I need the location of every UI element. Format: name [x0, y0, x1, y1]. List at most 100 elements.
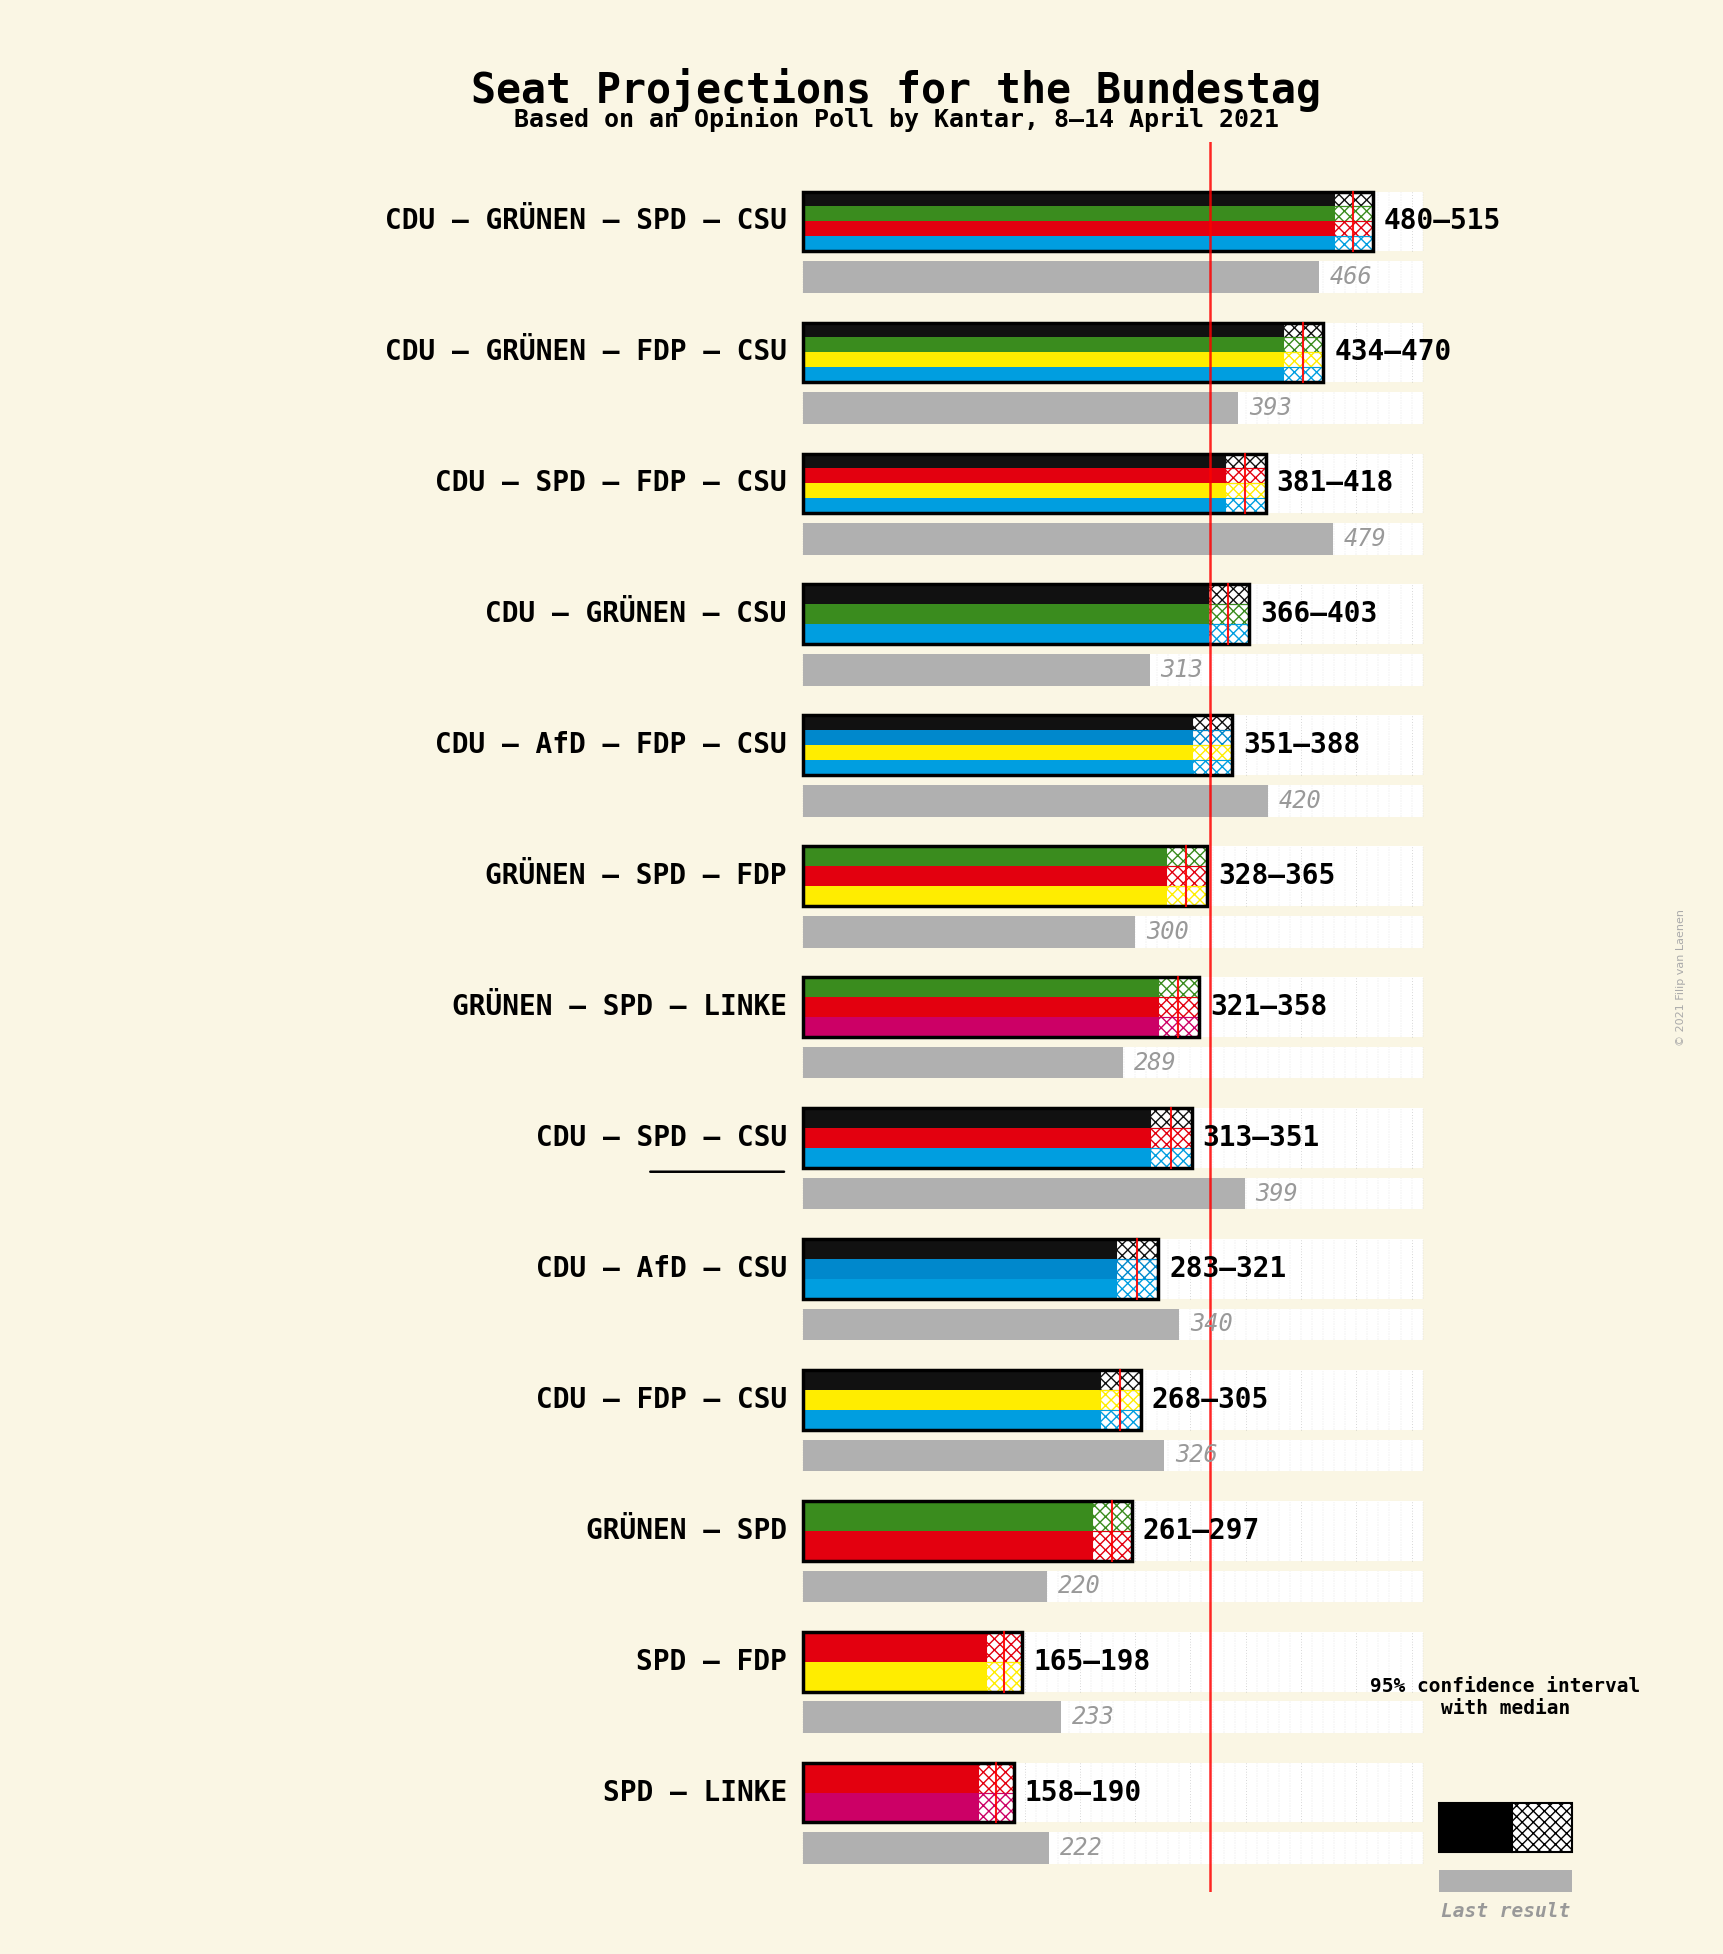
Bar: [986, 1661, 1022, 1692]
Bar: [1091, 1530, 1132, 1561]
Bar: [803, 1409, 1099, 1430]
Bar: [1158, 997, 1199, 1016]
Bar: [803, 236, 1334, 252]
Bar: [803, 1632, 986, 1661]
Text: 399: 399: [1254, 1182, 1297, 1206]
Bar: [1223, 483, 1265, 498]
Bar: [803, 1178, 1421, 1210]
Bar: [1282, 338, 1322, 352]
Bar: [803, 524, 1421, 555]
Bar: [1099, 1370, 1141, 1389]
Bar: [1191, 760, 1232, 776]
Bar: [1165, 846, 1206, 866]
Bar: [803, 1632, 1022, 1692]
Bar: [1282, 352, 1322, 367]
Bar: [1099, 1370, 1141, 1389]
Bar: [803, 846, 1421, 907]
Bar: [803, 1047, 1421, 1079]
Bar: [803, 453, 1421, 514]
Text: 222: 222: [1060, 1837, 1103, 1860]
Bar: [1149, 1147, 1191, 1168]
Bar: [1158, 1016, 1199, 1038]
Text: SPD – LINKE: SPD – LINKE: [603, 1778, 786, 1807]
Bar: [1117, 1258, 1158, 1278]
Bar: [1158, 977, 1199, 997]
Text: 420: 420: [1278, 789, 1322, 813]
Bar: [977, 1792, 1013, 1823]
Bar: [803, 1501, 1091, 1530]
Bar: [803, 191, 1421, 252]
Bar: [1223, 498, 1265, 514]
Bar: [1191, 744, 1232, 760]
Bar: [1149, 1108, 1191, 1127]
Bar: [803, 977, 1158, 997]
Bar: [1091, 1501, 1132, 1530]
Bar: [803, 393, 1421, 424]
Bar: [1223, 469, 1265, 483]
Bar: [803, 1239, 1117, 1258]
Bar: [803, 1108, 1191, 1168]
Bar: [1223, 453, 1265, 469]
Bar: [803, 1147, 1149, 1168]
Text: 95% confidence interval
with median: 95% confidence interval with median: [1370, 1677, 1640, 1718]
Bar: [803, 916, 1421, 948]
Bar: [803, 1501, 1421, 1561]
Bar: [1191, 715, 1232, 731]
Bar: [803, 1632, 1421, 1692]
Bar: [1149, 1127, 1191, 1147]
Bar: [803, 1763, 1013, 1823]
Text: 233: 233: [1072, 1706, 1115, 1729]
Bar: [1117, 1239, 1158, 1258]
Text: Seat Projections for the Bundestag: Seat Projections for the Bundestag: [470, 68, 1322, 113]
Text: 268–305: 268–305: [1151, 1385, 1268, 1415]
Text: SPD – FDP: SPD – FDP: [636, 1647, 786, 1677]
Bar: [803, 1127, 1149, 1147]
Bar: [1099, 1389, 1141, 1409]
Text: 326: 326: [1175, 1444, 1216, 1467]
Bar: [1191, 715, 1232, 731]
Text: GRÜNEN – SPD: GRÜNEN – SPD: [586, 1516, 786, 1546]
Text: 351–388: 351–388: [1242, 731, 1359, 760]
Text: CDU – FDP – CSU: CDU – FDP – CSU: [536, 1385, 786, 1415]
Text: CDU – SPD – FDP – CSU: CDU – SPD – FDP – CSU: [434, 469, 786, 496]
Bar: [1191, 744, 1232, 760]
Bar: [1439, 1870, 1571, 1891]
Bar: [986, 1632, 1022, 1661]
Bar: [1439, 1804, 1511, 1852]
Bar: [1208, 604, 1247, 623]
Bar: [1223, 469, 1265, 483]
Bar: [803, 483, 1223, 498]
Bar: [803, 604, 1208, 623]
Bar: [803, 846, 1165, 866]
Bar: [803, 262, 1421, 293]
Bar: [1208, 623, 1247, 645]
Bar: [803, 916, 1134, 948]
Bar: [803, 1833, 1048, 1864]
Bar: [1117, 1278, 1158, 1299]
Bar: [1149, 1108, 1191, 1127]
Text: CDU – GRÜNEN – CSU: CDU – GRÜNEN – CSU: [486, 600, 786, 627]
Bar: [803, 221, 1334, 236]
Bar: [803, 977, 1421, 1038]
Bar: [803, 1178, 1244, 1210]
Text: 313–351: 313–351: [1203, 1124, 1320, 1153]
Bar: [803, 207, 1334, 221]
Bar: [803, 786, 1421, 817]
Bar: [803, 584, 1421, 645]
Text: Based on an Opinion Poll by Kantar, 8–14 April 2021: Based on an Opinion Poll by Kantar, 8–14…: [513, 107, 1278, 133]
Bar: [1282, 338, 1322, 352]
Bar: [1334, 207, 1372, 221]
Bar: [986, 1632, 1022, 1661]
Bar: [1282, 367, 1322, 383]
Text: 340: 340: [1191, 1313, 1232, 1337]
Bar: [1117, 1239, 1158, 1258]
Bar: [803, 1440, 1163, 1471]
Bar: [803, 885, 1165, 907]
Bar: [803, 338, 1282, 352]
Bar: [803, 623, 1208, 645]
Bar: [1282, 367, 1322, 383]
Bar: [1149, 1147, 1191, 1168]
Bar: [803, 1370, 1099, 1389]
Bar: [1165, 846, 1206, 866]
Bar: [1334, 191, 1372, 207]
